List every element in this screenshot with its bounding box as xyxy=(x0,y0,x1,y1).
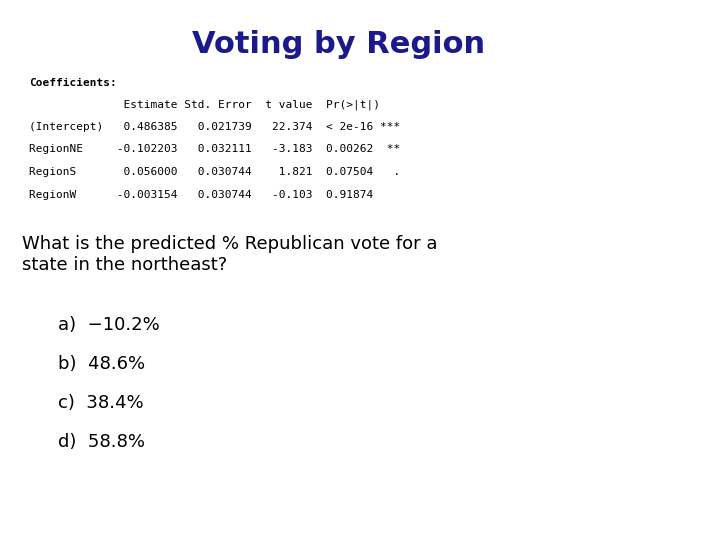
Text: Voting by Region: Voting by Region xyxy=(192,30,485,59)
Text: a)  −10.2%: a) −10.2% xyxy=(58,316,159,334)
Text: RegionS       0.056000   0.030744    1.821  0.07504   .: RegionS 0.056000 0.030744 1.821 0.07504 … xyxy=(29,167,400,177)
Text: Coefficients:: Coefficients: xyxy=(29,78,117,89)
Text: d)  58.8%: d) 58.8% xyxy=(58,433,145,450)
Text: (Intercept)   0.486385   0.021739   22.374  < 2e-16 ***: (Intercept) 0.486385 0.021739 22.374 < 2… xyxy=(29,122,400,132)
Text: b)  48.6%: b) 48.6% xyxy=(58,355,145,373)
Text: RegionW      -0.003154   0.030744   -0.103  0.91874: RegionW -0.003154 0.030744 -0.103 0.9187… xyxy=(29,190,373,200)
Text: c)  38.4%: c) 38.4% xyxy=(58,394,143,411)
Text: What is the predicted % Republican vote for a
state in the northeast?: What is the predicted % Republican vote … xyxy=(22,235,437,274)
Text: RegionNE     -0.102203   0.032111   -3.183  0.00262  **: RegionNE -0.102203 0.032111 -3.183 0.002… xyxy=(29,144,400,154)
Text: Estimate Std. Error  t value  Pr(>|t|): Estimate Std. Error t value Pr(>|t|) xyxy=(29,100,380,110)
